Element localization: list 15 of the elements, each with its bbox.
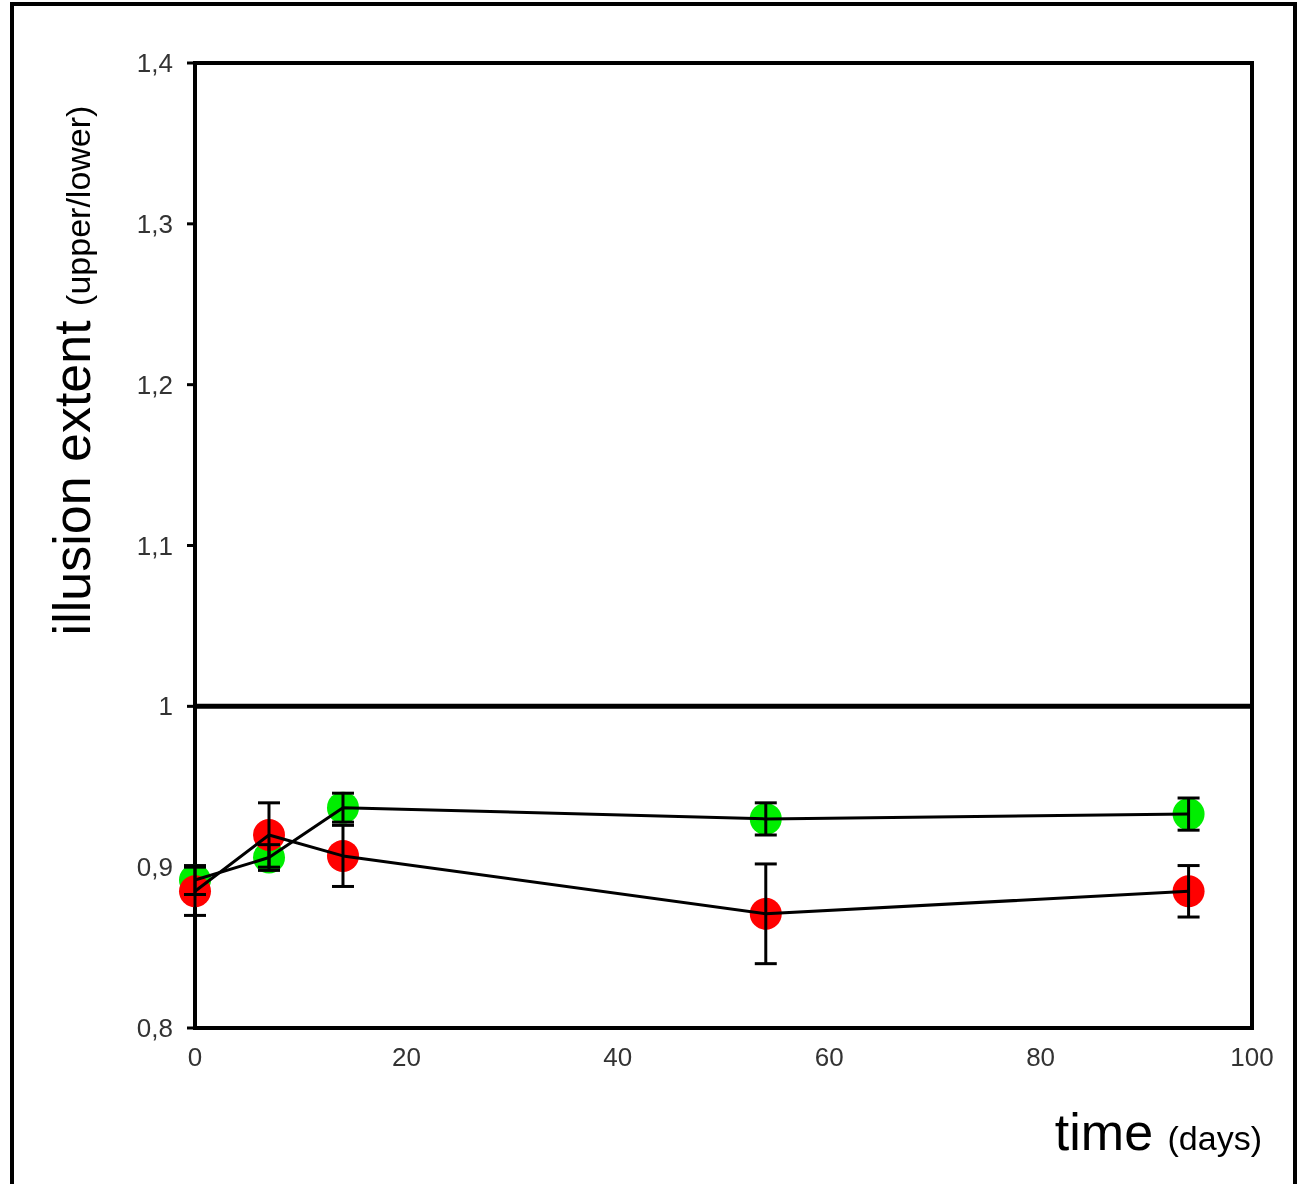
- y-tick-label: 1,4: [136, 48, 173, 79]
- y-tick-label: 0,9: [136, 852, 173, 883]
- x-tick-label: 60: [814, 1042, 844, 1072]
- x-axis-title: time (days): [1054, 1103, 1262, 1161]
- y-axis-title: illusion extent (upper/lower): [43, 105, 101, 636]
- x-tick-label: 40: [603, 1042, 633, 1072]
- x-tick-label: 20: [391, 1042, 421, 1072]
- y-tick-label: 0,8: [136, 1013, 173, 1044]
- x-tick-label: 80: [1026, 1042, 1056, 1072]
- x-tick-label: 0: [187, 1042, 203, 1072]
- y-tick-label: 1,2: [136, 369, 173, 400]
- y-tick-label: 1,3: [136, 208, 173, 239]
- y-tick-label: 1: [158, 691, 173, 722]
- y-tick-label: 1,1: [136, 530, 173, 561]
- x-tick-label: 100: [1230, 1042, 1274, 1072]
